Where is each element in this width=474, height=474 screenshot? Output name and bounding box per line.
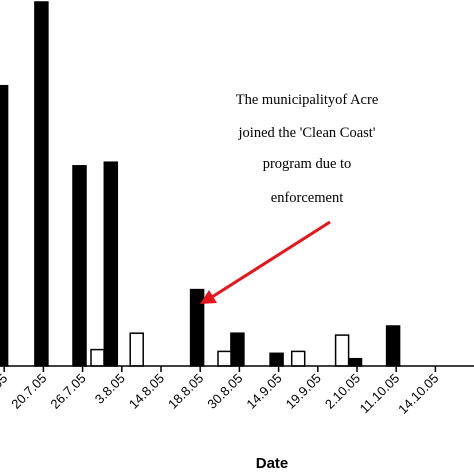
annotation-arrow-shaft [211,220,331,299]
x-tick-label-6: 18.8.05 [165,371,206,412]
annotation-text-line-1: The municipalityof Acre [236,92,379,108]
annotation-text-line-3: program due to [263,156,352,172]
bar-series-2-2 [129,332,144,367]
bars-group [0,1,401,367]
annotation-arrow [200,220,331,304]
bar-series-1-1 [0,84,9,367]
x-tick-label-5: 14.8.05 [126,371,167,412]
bar-series-1-4 [103,161,119,367]
x-tick-label-11: 11.10.05 [357,371,403,417]
bar-series-2-5 [334,334,350,367]
x-tick-label-3: 26.7.05 [47,371,88,412]
x-tick-label-2: 20.7.05 [8,371,49,412]
bar-series-1-3 [72,165,87,367]
bar-series-1-2 [34,1,49,367]
bar-series-1-5 [189,288,205,367]
x-tick-label-8: 14.9.05 [243,371,284,412]
x-tick-label-1: 13.7.05 [0,371,10,412]
annotation-text-line-2: joined the 'Clean Coast' [238,125,376,141]
bar-series-2-1 [90,348,105,367]
bar-series-2-4 [290,350,306,367]
bar-series-1-9 [385,325,401,367]
x-tick-label-7: 30.8.05 [204,371,245,412]
annotation-text-line-4: enforcement [271,190,343,206]
x-tick-label-4: 3.8.05 [92,371,128,407]
bar-series-2-3 [217,350,232,367]
bar-series-1-8 [347,357,363,367]
x-tick-label-12: 14.10.05 [395,371,441,417]
annotation-arrow-head [200,290,217,304]
bar-series-1-7 [269,352,284,367]
x-axis-label: Date [256,455,289,472]
bar-series-1-6 [230,332,245,367]
x-axis-ticks [3,366,437,372]
x-tick-label-9: 19.9.05 [283,371,324,412]
